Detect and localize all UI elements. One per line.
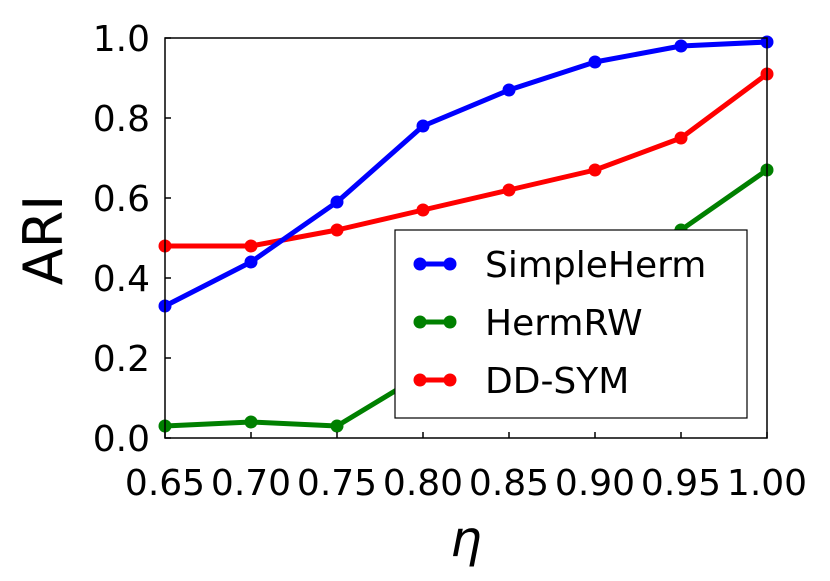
data-point (244, 239, 258, 253)
series-line (165, 71, 769, 249)
y-tick-label: 0.4 (93, 259, 150, 300)
legend-item: DD-SYM (413, 361, 629, 402)
y-axis-label: ARI (12, 195, 75, 285)
y-tick-label: 0.8 (93, 99, 150, 140)
y-tick-label: 1.0 (93, 19, 150, 60)
series-simpleherm (158, 35, 774, 313)
data-point (416, 203, 430, 217)
x-tick-label: 0.85 (469, 463, 549, 504)
data-point (416, 119, 430, 133)
series-line (163, 39, 768, 309)
x-tick-label: 0.90 (555, 463, 635, 504)
legend-item: HermRW (413, 303, 643, 344)
y-tick-label: 0.0 (93, 419, 150, 460)
data-point (244, 415, 258, 429)
legend-label: SimpleHerm (485, 245, 706, 286)
series-dd-sym (158, 67, 774, 253)
legend-marker (413, 315, 427, 329)
data-point (588, 55, 602, 69)
data-point (502, 83, 516, 97)
legend-marker (443, 315, 457, 329)
y-tick-label: 0.2 (93, 339, 150, 380)
data-point (502, 183, 516, 197)
legend: SimpleHerm HermRW DD-SYM (394, 229, 748, 419)
x-axis: 0.65 0.70 0.75 0.80 0.85 0.90 0.95 1.00 (125, 432, 807, 504)
x-tick-label: 0.65 (125, 463, 205, 504)
legend-marker (413, 373, 427, 387)
x-tick-label: 0.75 (297, 463, 377, 504)
plot-area-frame (164, 37, 768, 439)
legend-label: DD-SYM (485, 361, 629, 402)
x-tick-label: 0.80 (383, 463, 463, 504)
data-point (330, 223, 344, 237)
y-axis: 0.0 0.2 0.4 0.6 0.8 1.0 (93, 19, 171, 460)
data-point (588, 163, 602, 177)
x-tick-label: 0.70 (211, 463, 291, 504)
x-axis-label: η (450, 510, 482, 568)
data-point (330, 419, 344, 433)
legend-marker (443, 257, 457, 271)
data-point (674, 131, 688, 145)
x-tick-label: 0.95 (641, 463, 721, 504)
x-tick-label: 1.00 (727, 463, 807, 504)
data-point (244, 255, 258, 269)
data-point (330, 195, 344, 209)
legend-marker (413, 257, 427, 271)
data-point (674, 39, 688, 53)
legend-label: HermRW (485, 303, 643, 344)
legend-item: SimpleHerm (413, 245, 706, 286)
y-tick-label: 0.6 (93, 179, 150, 220)
legend-marker (443, 373, 457, 387)
